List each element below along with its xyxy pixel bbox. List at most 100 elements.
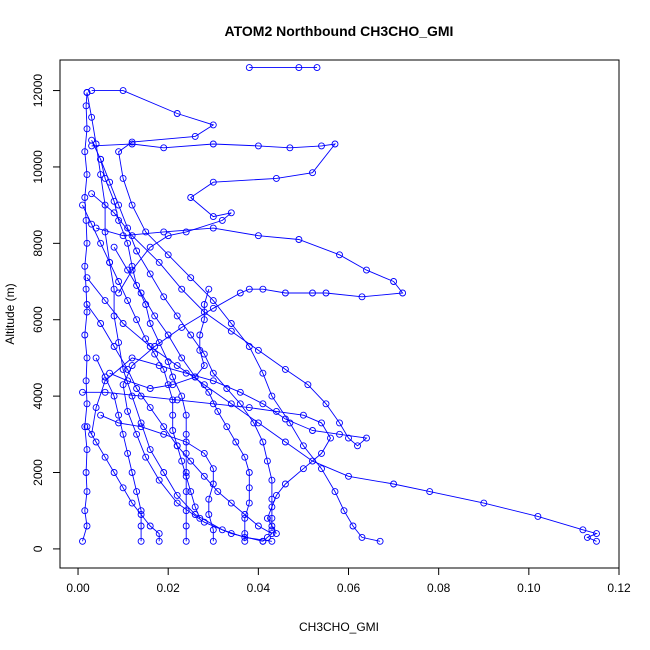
data-point-11-5 (128, 499, 136, 507)
data-point-14-2 (115, 201, 123, 209)
data-point-8-8 (318, 419, 325, 427)
data-point-6-18 (593, 537, 600, 545)
series-line-8 (82, 391, 332, 534)
data-point-16-1 (124, 377, 132, 385)
data-point-6-17 (583, 533, 591, 541)
data-point-13-4 (164, 331, 172, 339)
y-tick-label-1: 2000 (31, 459, 45, 486)
data-point-4-15 (182, 228, 190, 236)
data-point-0-17 (83, 171, 91, 179)
series-line-16 (109, 289, 210, 389)
data-point-2-11 (187, 274, 195, 282)
data-point-12-2 (137, 423, 145, 431)
data-point-13-2 (137, 289, 145, 297)
x-tick-label-4: 0.08 (427, 581, 451, 595)
data-point-17-19 (196, 514, 204, 522)
data-point-12-0 (97, 411, 105, 419)
data-point-11-0 (83, 423, 91, 431)
data-point-16-4 (191, 373, 199, 381)
data-point-10-7 (133, 488, 141, 496)
data-point-5-21 (119, 381, 127, 389)
data-point-2-19 (318, 465, 325, 473)
data-point-14-18 (268, 514, 276, 522)
data-point-2-12 (209, 297, 217, 305)
data-point-8-12 (281, 480, 289, 488)
data-point-16-10 (205, 285, 213, 293)
data-point-14-10 (209, 369, 217, 377)
data-point-10-0 (92, 354, 100, 362)
data-point-2-23 (358, 533, 366, 541)
data-point-15-16 (182, 449, 190, 457)
data-point-16-6 (196, 346, 204, 354)
data-point-0-14 (83, 239, 91, 247)
data-point-13-3 (151, 312, 159, 320)
data-point-5-4 (254, 232, 262, 240)
data-point-15-20 (182, 522, 190, 530)
data-point-5-2 (160, 228, 168, 236)
data-point-15-1 (97, 155, 105, 163)
data-point-1-17 (218, 526, 226, 534)
data-point-14-15 (263, 457, 271, 465)
data-point-17-12 (169, 411, 177, 419)
series-line-2 (91, 90, 381, 542)
data-point-5-27 (200, 518, 208, 526)
data-point-4-13 (227, 209, 235, 217)
data-point-8-15 (263, 514, 271, 522)
data-point-4-7 (331, 140, 339, 148)
series-line-11 (86, 426, 160, 542)
data-point-2-3 (209, 121, 217, 129)
data-point-13-9 (223, 423, 231, 431)
data-point-12-3 (160, 430, 168, 438)
data-point-15-10 (155, 339, 163, 347)
data-point-17-6 (133, 316, 141, 324)
data-point-2-17 (286, 419, 294, 427)
data-point-1-11 (128, 392, 136, 400)
data-point-13-14 (245, 499, 253, 507)
data-point-1-4 (101, 201, 109, 209)
data-point-4-11 (187, 194, 195, 201)
data-point-8-17 (272, 530, 280, 538)
data-point-7-26 (88, 430, 96, 438)
data-point-7-4 (178, 285, 186, 293)
data-point-15-11 (164, 358, 172, 366)
data-point-13-8 (214, 407, 222, 415)
data-point-0-6 (81, 423, 89, 431)
data-point-17-4 (115, 278, 123, 285)
y-tick-label-5: 10000 (31, 150, 45, 184)
data-point-14-14 (259, 438, 267, 446)
data-point-7-14 (363, 434, 370, 442)
data-point-7-11 (336, 419, 343, 427)
plot-area (79, 64, 600, 545)
data-point-17-11 (169, 396, 177, 404)
data-point-5-9 (399, 289, 407, 297)
data-point-0-9 (83, 354, 91, 362)
series-line-10 (95, 357, 142, 542)
data-point-0-13 (81, 262, 89, 270)
data-point-17-0 (79, 201, 86, 209)
data-point-6-1 (101, 297, 109, 305)
data-point-16-5 (200, 362, 208, 370)
data-point-6-16 (593, 530, 600, 538)
data-point-7-9 (304, 381, 312, 389)
data-point-16-0 (106, 369, 114, 377)
data-point-7-7 (254, 346, 262, 354)
data-point-7-19 (236, 388, 244, 396)
data-point-7-21 (182, 369, 190, 377)
data-point-5-5 (295, 236, 303, 243)
data-point-0-11 (83, 308, 91, 316)
data-point-5-15 (245, 285, 253, 293)
data-point-13-7 (205, 388, 213, 396)
data-point-9-13 (254, 522, 262, 530)
data-point-11-7 (146, 522, 154, 530)
data-point-10-9 (137, 522, 145, 530)
data-point-2-4 (191, 132, 199, 140)
data-point-15-7 (133, 281, 141, 289)
data-point-5-23 (133, 430, 141, 438)
data-point-12-10 (209, 526, 217, 534)
data-point-9-5 (146, 404, 154, 412)
data-point-7-0 (88, 190, 96, 198)
data-point-2-1 (119, 87, 127, 95)
data-point-1-7 (110, 285, 118, 293)
data-point-15-5 (124, 239, 132, 247)
data-point-0-12 (82, 285, 90, 293)
